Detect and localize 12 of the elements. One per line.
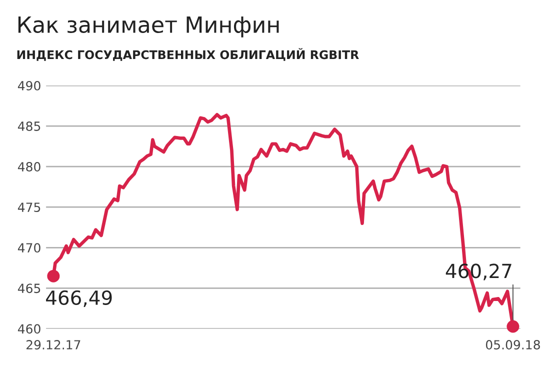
y-tick-label: 485	[18, 122, 40, 131]
y-tick-label: 480	[18, 162, 40, 172]
y-tick-label: 470	[18, 243, 40, 253]
chart-title: Как занимает Минфин	[18, 16, 279, 38]
y-tick-label: 490	[18, 80, 40, 90]
y-tick-label: 475	[18, 202, 40, 212]
chart-subtitle: ИНДЕКС ГОСУДАРСТВЕННЫХ ОБЛИГАЦИЙ RGBITR	[17, 48, 359, 61]
annotation: 466,49	[46, 290, 112, 308]
x-tick-label: 29.12.17	[26, 340, 80, 350]
y-tick-label: 465	[18, 284, 40, 294]
x-tick-label: 05.09.18	[486, 340, 540, 350]
y-tick-label: 460	[18, 324, 40, 334]
